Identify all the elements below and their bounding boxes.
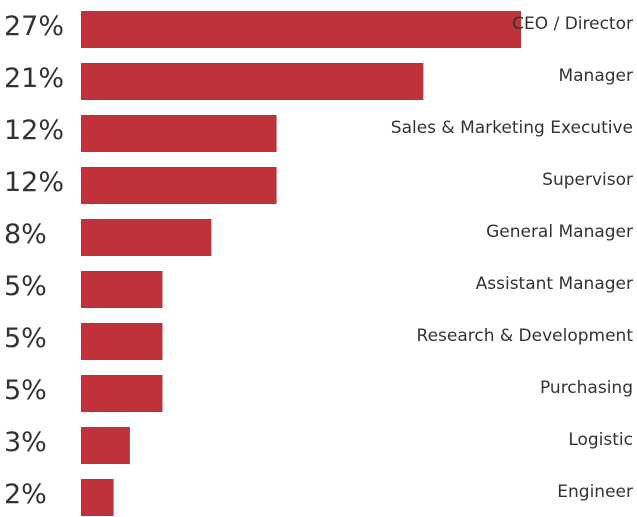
- category-label: Engineer: [557, 482, 633, 502]
- value-label: 8%: [4, 219, 47, 250]
- bar: [81, 115, 277, 152]
- value-label: 12%: [4, 115, 64, 146]
- value-label: 5%: [4, 323, 47, 354]
- bar: [81, 219, 212, 256]
- bar: [81, 427, 130, 464]
- value-label: 5%: [4, 271, 47, 302]
- bar: [81, 479, 114, 516]
- bar: [81, 63, 424, 100]
- value-label: 12%: [4, 167, 64, 198]
- category-label: Purchasing: [540, 378, 633, 398]
- category-label: Assistant Manager: [476, 274, 633, 294]
- bar: [81, 167, 277, 204]
- category-label: General Manager: [486, 222, 633, 242]
- category-label: Supervisor: [542, 170, 633, 190]
- bar: [81, 323, 163, 360]
- bar: [81, 11, 522, 48]
- value-label: 21%: [4, 63, 64, 94]
- category-label: Logistic: [568, 430, 633, 450]
- value-label: 3%: [4, 427, 47, 458]
- bar: [81, 271, 163, 308]
- value-label: 5%: [4, 375, 47, 406]
- category-label: Research & Development: [417, 326, 634, 346]
- category-label: CEO / Director: [512, 14, 633, 34]
- category-label: Sales & Marketing Executive: [391, 118, 633, 138]
- bar: [81, 375, 163, 412]
- value-label: 27%: [4, 11, 64, 42]
- value-label: 2%: [4, 479, 47, 510]
- category-label: Manager: [558, 66, 633, 86]
